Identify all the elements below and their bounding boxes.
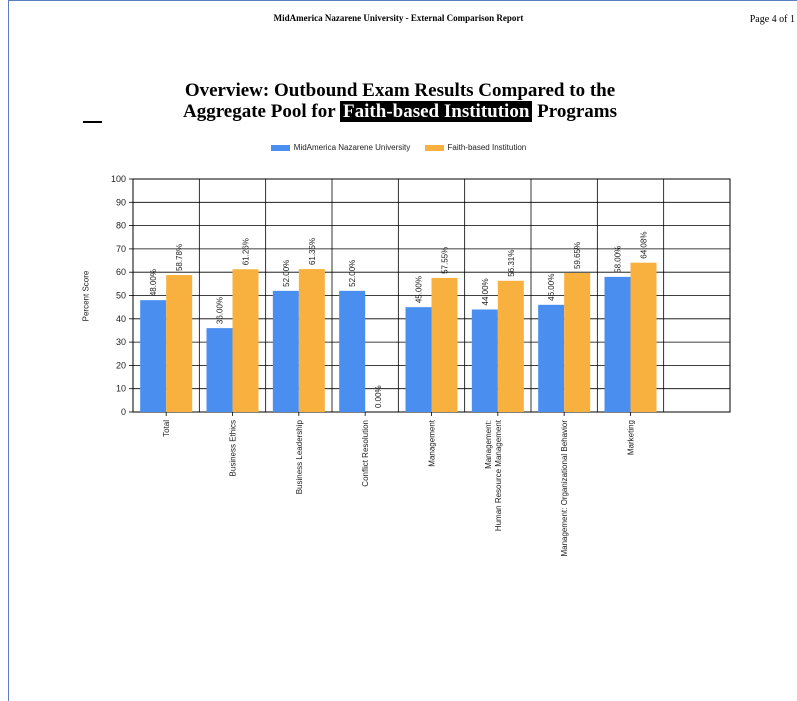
data-label-series1: 52.00% [348, 260, 357, 287]
y-tick-label: 10 [116, 384, 126, 394]
x-tick-label: Management: [484, 420, 493, 469]
y-tick-label: 50 [116, 291, 126, 301]
data-label-series2: 61.35% [308, 238, 317, 265]
data-label-series2: 64.08% [640, 232, 649, 259]
bar-series2 [630, 262, 657, 412]
data-label-series2: 59.65% [573, 242, 582, 269]
legend-swatch-series1 [270, 144, 290, 151]
legend-label-series1: MidAmerica Nazarene University [293, 143, 411, 152]
x-tick-label: Business Leadership [295, 419, 304, 494]
x-tick-label: Marketing [627, 420, 636, 455]
bar-series2 [298, 269, 325, 412]
chart-legend: MidAmerica Nazarene University Faith-bas… [0, 143, 797, 153]
data-label-series2: 61.26% [242, 238, 251, 265]
legend-item-series1: MidAmerica Nazarene University [270, 143, 411, 152]
bar-series1 [405, 307, 432, 412]
bar-series1 [272, 290, 299, 412]
y-tick-label: 90 [116, 197, 126, 207]
y-tick-label: 40 [116, 314, 126, 324]
data-label-series2: 0.00% [374, 385, 383, 408]
bar-series2 [232, 269, 259, 412]
legend-item-series2: Faith-based Institution [424, 143, 527, 152]
legend-swatch-series2 [424, 144, 444, 151]
report-header: MidAmerica Nazarene University - Externa… [273, 13, 524, 23]
dash-mark [83, 121, 102, 123]
x-tick-label: Human Resource Management [494, 419, 503, 531]
x-tick-label: Business Ethics [229, 420, 238, 476]
bar-series2 [497, 280, 524, 412]
data-label-series1: 44.00% [481, 278, 490, 305]
chart-title: Overview: Outbound Exam Results Compared… [150, 80, 650, 122]
legend-label-series2: Faith-based Institution [447, 143, 527, 152]
x-tick-label: Management: Organizational Behavior [560, 420, 569, 557]
y-tick-label: 60 [116, 267, 126, 277]
y-tick-label: 80 [116, 221, 126, 231]
chart-title-line1: Overview: Outbound Exam Results Compared… [184, 80, 616, 101]
bar-series1 [206, 328, 233, 412]
data-label-series1: 52.00% [282, 260, 291, 287]
bar-series1 [140, 300, 167, 412]
data-label-series1: 36.00% [216, 297, 225, 324]
x-tick-label: Management [428, 419, 437, 466]
chart-title-prefix: Aggregate Pool for [182, 101, 336, 122]
page-frame [8, 0, 797, 701]
data-label-series1: 45.00% [415, 276, 424, 303]
y-tick-label: 100 [111, 174, 126, 184]
data-label-series2: 56.31% [507, 250, 516, 277]
chart-title-suffix: Programs [537, 101, 618, 122]
chart-title-line2: Aggregate Pool for Faith-based Instituti… [150, 101, 650, 122]
y-tick-label: 0 [121, 407, 126, 417]
y-tick-label: 20 [116, 360, 126, 370]
data-label-series1: 46.00% [547, 274, 556, 301]
bar-series1 [471, 309, 498, 412]
bar-series1 [339, 290, 366, 412]
data-label-series2: 58.78% [175, 244, 184, 271]
bar-series2 [431, 277, 458, 412]
data-label-series1: 48.00% [149, 269, 158, 296]
bar-series1 [538, 304, 565, 412]
y-tick-label: 30 [116, 337, 126, 347]
bar-series2 [564, 273, 591, 412]
x-tick-label: Conflict Resolution [361, 420, 370, 487]
y-tick-label: 70 [116, 244, 126, 254]
data-label-series2: 57.55% [441, 247, 450, 274]
x-tick-label: Total [162, 420, 171, 437]
bar-series2 [166, 275, 193, 412]
chart-title-highlight: Faith-based Institution [340, 101, 533, 122]
page-number: Page 4 of 1 [749, 14, 795, 25]
data-label-series1: 58.00% [614, 246, 623, 273]
bar-series1 [604, 276, 631, 412]
